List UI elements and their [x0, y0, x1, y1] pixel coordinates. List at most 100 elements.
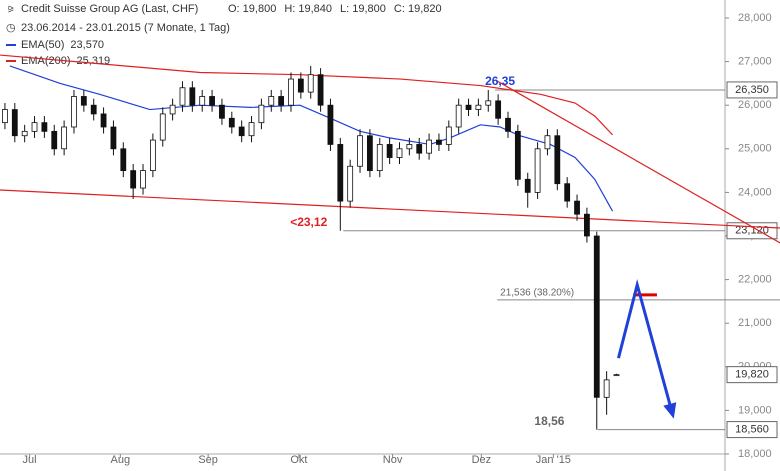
candle-body — [140, 170, 146, 189]
x-tick-label: Nov — [383, 454, 403, 466]
candle-body — [426, 139, 432, 154]
y-tick-label: 21,000 — [738, 317, 772, 329]
legend-value: 23,570 — [70, 39, 104, 51]
candle-body — [445, 126, 452, 145]
candle-body — [149, 139, 156, 172]
icon: ⪩ — [8, 4, 14, 15]
y-tick-label: 25,000 — [738, 143, 772, 155]
annotation: <23,12 — [290, 215, 327, 229]
annotation: 18,56 — [534, 414, 564, 428]
candle-body — [228, 117, 235, 128]
candle-body — [238, 126, 245, 137]
candle-body — [219, 104, 225, 119]
candle-body — [485, 100, 492, 106]
annotation: 26,35 — [485, 74, 515, 88]
candle-body — [209, 96, 215, 106]
x-tick-label: Jan '15 — [536, 454, 571, 466]
level-box — [726, 421, 778, 439]
candle-body — [258, 104, 265, 124]
candle-body — [357, 135, 363, 167]
level-label: 23,120 — [735, 225, 769, 237]
plot-area — [0, 79, 780, 244]
candle-body — [544, 135, 551, 150]
candle-body — [436, 139, 442, 145]
trendline — [0, 189, 780, 229]
clock-icon: ◷ — [6, 22, 16, 34]
candle-body — [130, 170, 137, 189]
candle-body — [593, 235, 600, 398]
quote: L: 19,800 — [340, 3, 386, 15]
candle-body — [327, 104, 334, 145]
candle-body — [159, 113, 166, 141]
candle-body — [475, 104, 482, 110]
y-tick-label: 18,000 — [738, 448, 772, 460]
candle-body — [189, 87, 196, 106]
level-label: 18,560 — [735, 423, 769, 435]
candle-body — [51, 130, 58, 150]
candle-body — [297, 78, 304, 93]
candle-body — [554, 135, 561, 185]
x-tick-label: Dez — [472, 454, 492, 466]
legend-value: 25,319 — [77, 55, 111, 67]
period: 23.06.2014 - 23.01.2015 (7 Monate, 1 Tag… — [21, 22, 230, 34]
x-tick-label: Jul — [23, 454, 37, 466]
candle-body — [495, 100, 502, 119]
candle-body — [120, 148, 127, 172]
candle-body — [307, 74, 314, 93]
candle-body — [199, 96, 206, 106]
quote: C: 19,820 — [394, 3, 442, 15]
candle-body — [524, 178, 531, 193]
candle-body — [514, 130, 521, 180]
trendline — [494, 79, 780, 244]
y-tick-label: 27,000 — [738, 56, 772, 68]
candle-body — [248, 122, 255, 137]
candle-body — [169, 104, 176, 115]
y-tick-label: 22,000 — [738, 274, 772, 286]
candle-body — [179, 87, 186, 106]
y-tick-label: 28,000 — [738, 12, 772, 24]
arrow-head — [663, 402, 677, 419]
y-tick-label: 19,000 — [738, 404, 772, 416]
candle-body — [505, 117, 511, 132]
quote: O: 19,800 — [228, 3, 276, 15]
retracement-label: 21,536 (38.20%) — [500, 287, 574, 298]
candle-body — [564, 183, 571, 202]
candle-body — [574, 200, 580, 215]
candle-body — [110, 126, 117, 150]
candle-body — [347, 165, 354, 202]
chart-title: Credit Suisse Group AG (Last, CHF) — [21, 3, 198, 15]
candle-body — [278, 96, 285, 106]
candle-body — [90, 104, 97, 115]
candle-body — [2, 109, 8, 124]
projection-arrow — [617, 278, 675, 416]
y-tick-label: 24,000 — [738, 186, 772, 198]
level-label: 26,350 — [735, 84, 769, 96]
candle-body — [416, 144, 423, 154]
candle-body — [100, 113, 107, 128]
level-box — [726, 366, 778, 384]
candle-body — [396, 148, 403, 158]
candle-body — [366, 135, 373, 172]
candle-body — [534, 148, 541, 193]
candle-body — [31, 122, 38, 132]
candle-body — [288, 78, 294, 106]
candle-body — [71, 96, 77, 128]
candle-body — [41, 122, 48, 132]
quote: H: 19,840 — [284, 3, 332, 15]
level-label: 19,820 — [735, 369, 769, 381]
candle-body — [603, 379, 610, 398]
ema-line — [0, 54, 613, 136]
level-box — [726, 81, 778, 99]
candle-body — [21, 130, 28, 137]
candle-body — [455, 104, 462, 128]
candle-body — [268, 96, 275, 106]
candle-body — [61, 126, 68, 150]
candle-body — [11, 109, 18, 137]
x-tick-label: Okt — [290, 454, 307, 466]
x-tick-label: Aug — [111, 454, 131, 466]
candle-body — [317, 74, 324, 106]
candle-body — [584, 213, 590, 237]
legend-label: EMA(50) — [21, 39, 64, 51]
candle-body — [337, 144, 344, 202]
